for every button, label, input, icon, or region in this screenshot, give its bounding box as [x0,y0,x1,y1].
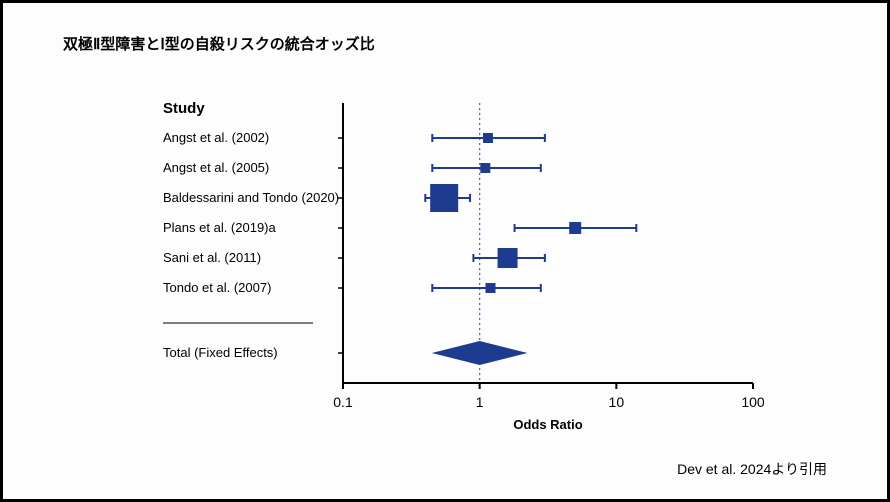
frame: 双極Ⅱ型障害とⅠ型の自殺リスクの統合オッズ比 0.1 1 10 100 Odds Rat… [0,0,890,502]
x-tick-label: 10 [609,394,625,410]
study-label: Plans et al. (2019)a [163,220,277,235]
total-label: Total (Fixed Effects) [163,345,278,360]
x-axis-label: Odds Ratio [513,417,582,432]
column-heading: Study [163,100,205,117]
point-estimate [480,163,490,173]
point-estimate [569,222,581,234]
total-diamond [432,341,528,365]
point-estimate [498,248,518,268]
forest-plot: 0.1 1 10 100 Odds Ratio Study Angst et al. (20… [113,63,813,443]
point-estimate [430,184,458,212]
study-label: Angst et al. (2002) [163,130,269,145]
study-label: Tondo et al. (2007) [163,280,271,295]
x-tick-label: 1 [476,394,484,410]
study-label: Baldessarini and Tondo (2020) [163,190,339,205]
point-estimate [485,283,495,293]
study-label: Sani et al. (2011) [163,250,261,265]
x-tick-label: 0.1 [333,394,353,410]
citation: Dev et al. 2024より引用 [677,459,827,479]
study-label: Angst et al. (2005) [163,160,269,175]
point-estimate [483,133,493,143]
x-tick-label: 100 [741,394,765,410]
page-title: 双極Ⅱ型障害とⅠ型の自殺リスクの統合オッズ比 [63,33,375,54]
